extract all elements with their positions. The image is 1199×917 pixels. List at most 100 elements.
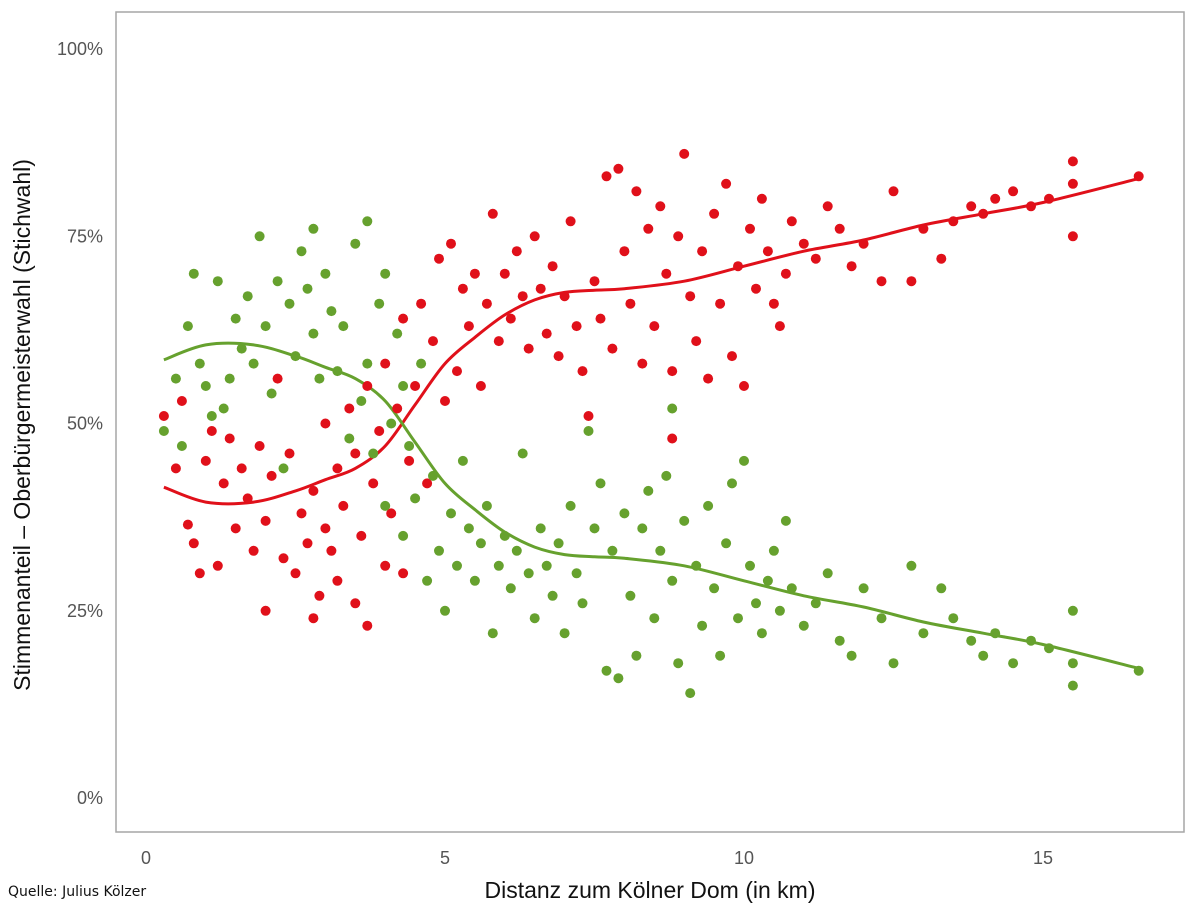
data-point-s0-126 <box>966 201 977 212</box>
data-point-s1-39 <box>380 268 391 279</box>
data-point-s1-131 <box>1133 665 1144 676</box>
data-point-s0-86 <box>631 186 642 197</box>
data-point-s0-134 <box>1067 178 1078 189</box>
x-tick-label: 5 <box>440 848 450 868</box>
data-point-s1-91 <box>679 515 690 526</box>
x-axis-ticks: 0 5 10 15 <box>141 848 1053 868</box>
data-point-s1-69 <box>553 538 564 549</box>
data-point-s1-23 <box>302 283 313 294</box>
smooth-line-s1 <box>163 341 1140 670</box>
data-point-s1-94 <box>697 620 708 631</box>
data-point-s0-15 <box>254 441 265 451</box>
data-point-s0-23 <box>296 508 307 519</box>
data-point-s0-2 <box>176 396 187 406</box>
data-point-s0-130 <box>1026 201 1036 212</box>
data-point-s0-22 <box>290 568 301 579</box>
data-point-s0-13 <box>242 493 253 504</box>
data-point-s0-87 <box>637 358 648 369</box>
data-point-s1-116 <box>876 613 887 624</box>
data-point-s0-120 <box>876 276 887 287</box>
x-tick-label: 0 <box>141 848 151 868</box>
data-point-s1-35 <box>362 358 373 369</box>
data-point-s1-3 <box>182 321 193 332</box>
data-point-s0-42 <box>380 560 391 571</box>
data-point-s0-93 <box>667 366 678 377</box>
data-point-s0-70 <box>535 283 546 294</box>
data-point-s1-24 <box>308 223 319 234</box>
data-point-s1-60 <box>499 530 510 541</box>
data-point-s0-66 <box>511 246 522 257</box>
data-point-s1-9 <box>218 403 229 414</box>
data-point-s0-14 <box>248 545 259 556</box>
data-point-s1-58 <box>487 628 498 639</box>
data-point-s1-76 <box>595 478 606 489</box>
y-tick-label: 0% <box>77 788 103 808</box>
data-point-s0-39 <box>362 381 373 391</box>
data-point-s0-81 <box>601 171 612 182</box>
data-point-s1-106 <box>768 545 779 556</box>
data-point-s1-53 <box>457 455 468 466</box>
data-point-s1-26 <box>314 373 325 384</box>
data-point-s0-95 <box>679 148 690 159</box>
data-point-s0-62 <box>487 208 498 219</box>
data-point-s1-120 <box>936 583 947 594</box>
data-point-s1-11 <box>230 313 241 324</box>
data-point-s0-96 <box>685 291 696 302</box>
data-point-s0-116 <box>822 201 833 212</box>
data-point-s1-57 <box>481 500 492 511</box>
data-point-s0-27 <box>314 590 325 601</box>
data-point-s0-100 <box>709 208 720 219</box>
data-point-s1-8 <box>212 276 223 287</box>
data-point-s0-10 <box>224 433 235 444</box>
data-point-s0-6 <box>200 455 211 466</box>
data-point-s0-82 <box>607 343 618 354</box>
data-point-s1-38 <box>380 500 391 511</box>
y-tick-label: 25% <box>67 601 103 621</box>
data-point-s1-1 <box>170 373 181 384</box>
data-point-s1-63 <box>517 448 528 459</box>
data-point-s1-37 <box>374 298 385 309</box>
data-point-s1-33 <box>356 396 367 406</box>
data-point-s1-95 <box>703 500 714 511</box>
data-point-s0-97 <box>691 336 702 347</box>
data-point-s0-40 <box>368 478 379 489</box>
data-point-s0-8 <box>212 560 223 571</box>
data-point-s0-109 <box>762 246 773 257</box>
y-tick-label: 100% <box>57 39 103 59</box>
data-point-s0-102 <box>721 178 732 189</box>
data-point-s0-61 <box>481 298 492 309</box>
data-point-s1-14 <box>248 358 259 369</box>
data-point-s0-119 <box>858 238 869 249</box>
data-point-s0-47 <box>398 313 409 324</box>
data-point-s0-80 <box>595 313 606 324</box>
data-point-s0-71 <box>541 328 552 339</box>
data-point-s0-17 <box>260 515 271 526</box>
data-point-s1-46 <box>416 358 427 369</box>
data-point-s0-38 <box>362 620 373 631</box>
data-point-s0-72 <box>547 261 558 272</box>
data-point-s0-28 <box>320 523 331 534</box>
data-point-s0-9 <box>218 478 229 489</box>
data-point-s1-0 <box>158 426 169 436</box>
data-point-s1-119 <box>918 628 929 639</box>
data-point-s0-54 <box>440 396 450 406</box>
data-point-s1-47 <box>422 575 433 586</box>
data-point-s1-98 <box>721 538 732 549</box>
y-axis-ticks: 0% 25% 50% 75% 100% <box>57 39 103 808</box>
data-point-s0-124 <box>936 253 947 264</box>
data-point-s0-35 <box>350 598 361 609</box>
source-note: Quelle: Julius Kölzer <box>8 884 147 900</box>
data-point-s0-123 <box>918 223 929 234</box>
data-point-s0-106 <box>745 223 755 234</box>
data-point-s1-4 <box>188 268 199 279</box>
smooth-lines <box>163 177 1140 670</box>
data-point-s0-43 <box>380 358 391 369</box>
data-point-s1-108 <box>780 515 791 526</box>
data-point-s0-19 <box>272 373 283 384</box>
data-point-s0-44 <box>386 508 397 519</box>
data-point-s0-7 <box>206 426 217 436</box>
data-point-s1-13 <box>242 291 253 302</box>
data-point-s1-7 <box>206 411 217 421</box>
data-point-s1-113 <box>834 635 845 646</box>
